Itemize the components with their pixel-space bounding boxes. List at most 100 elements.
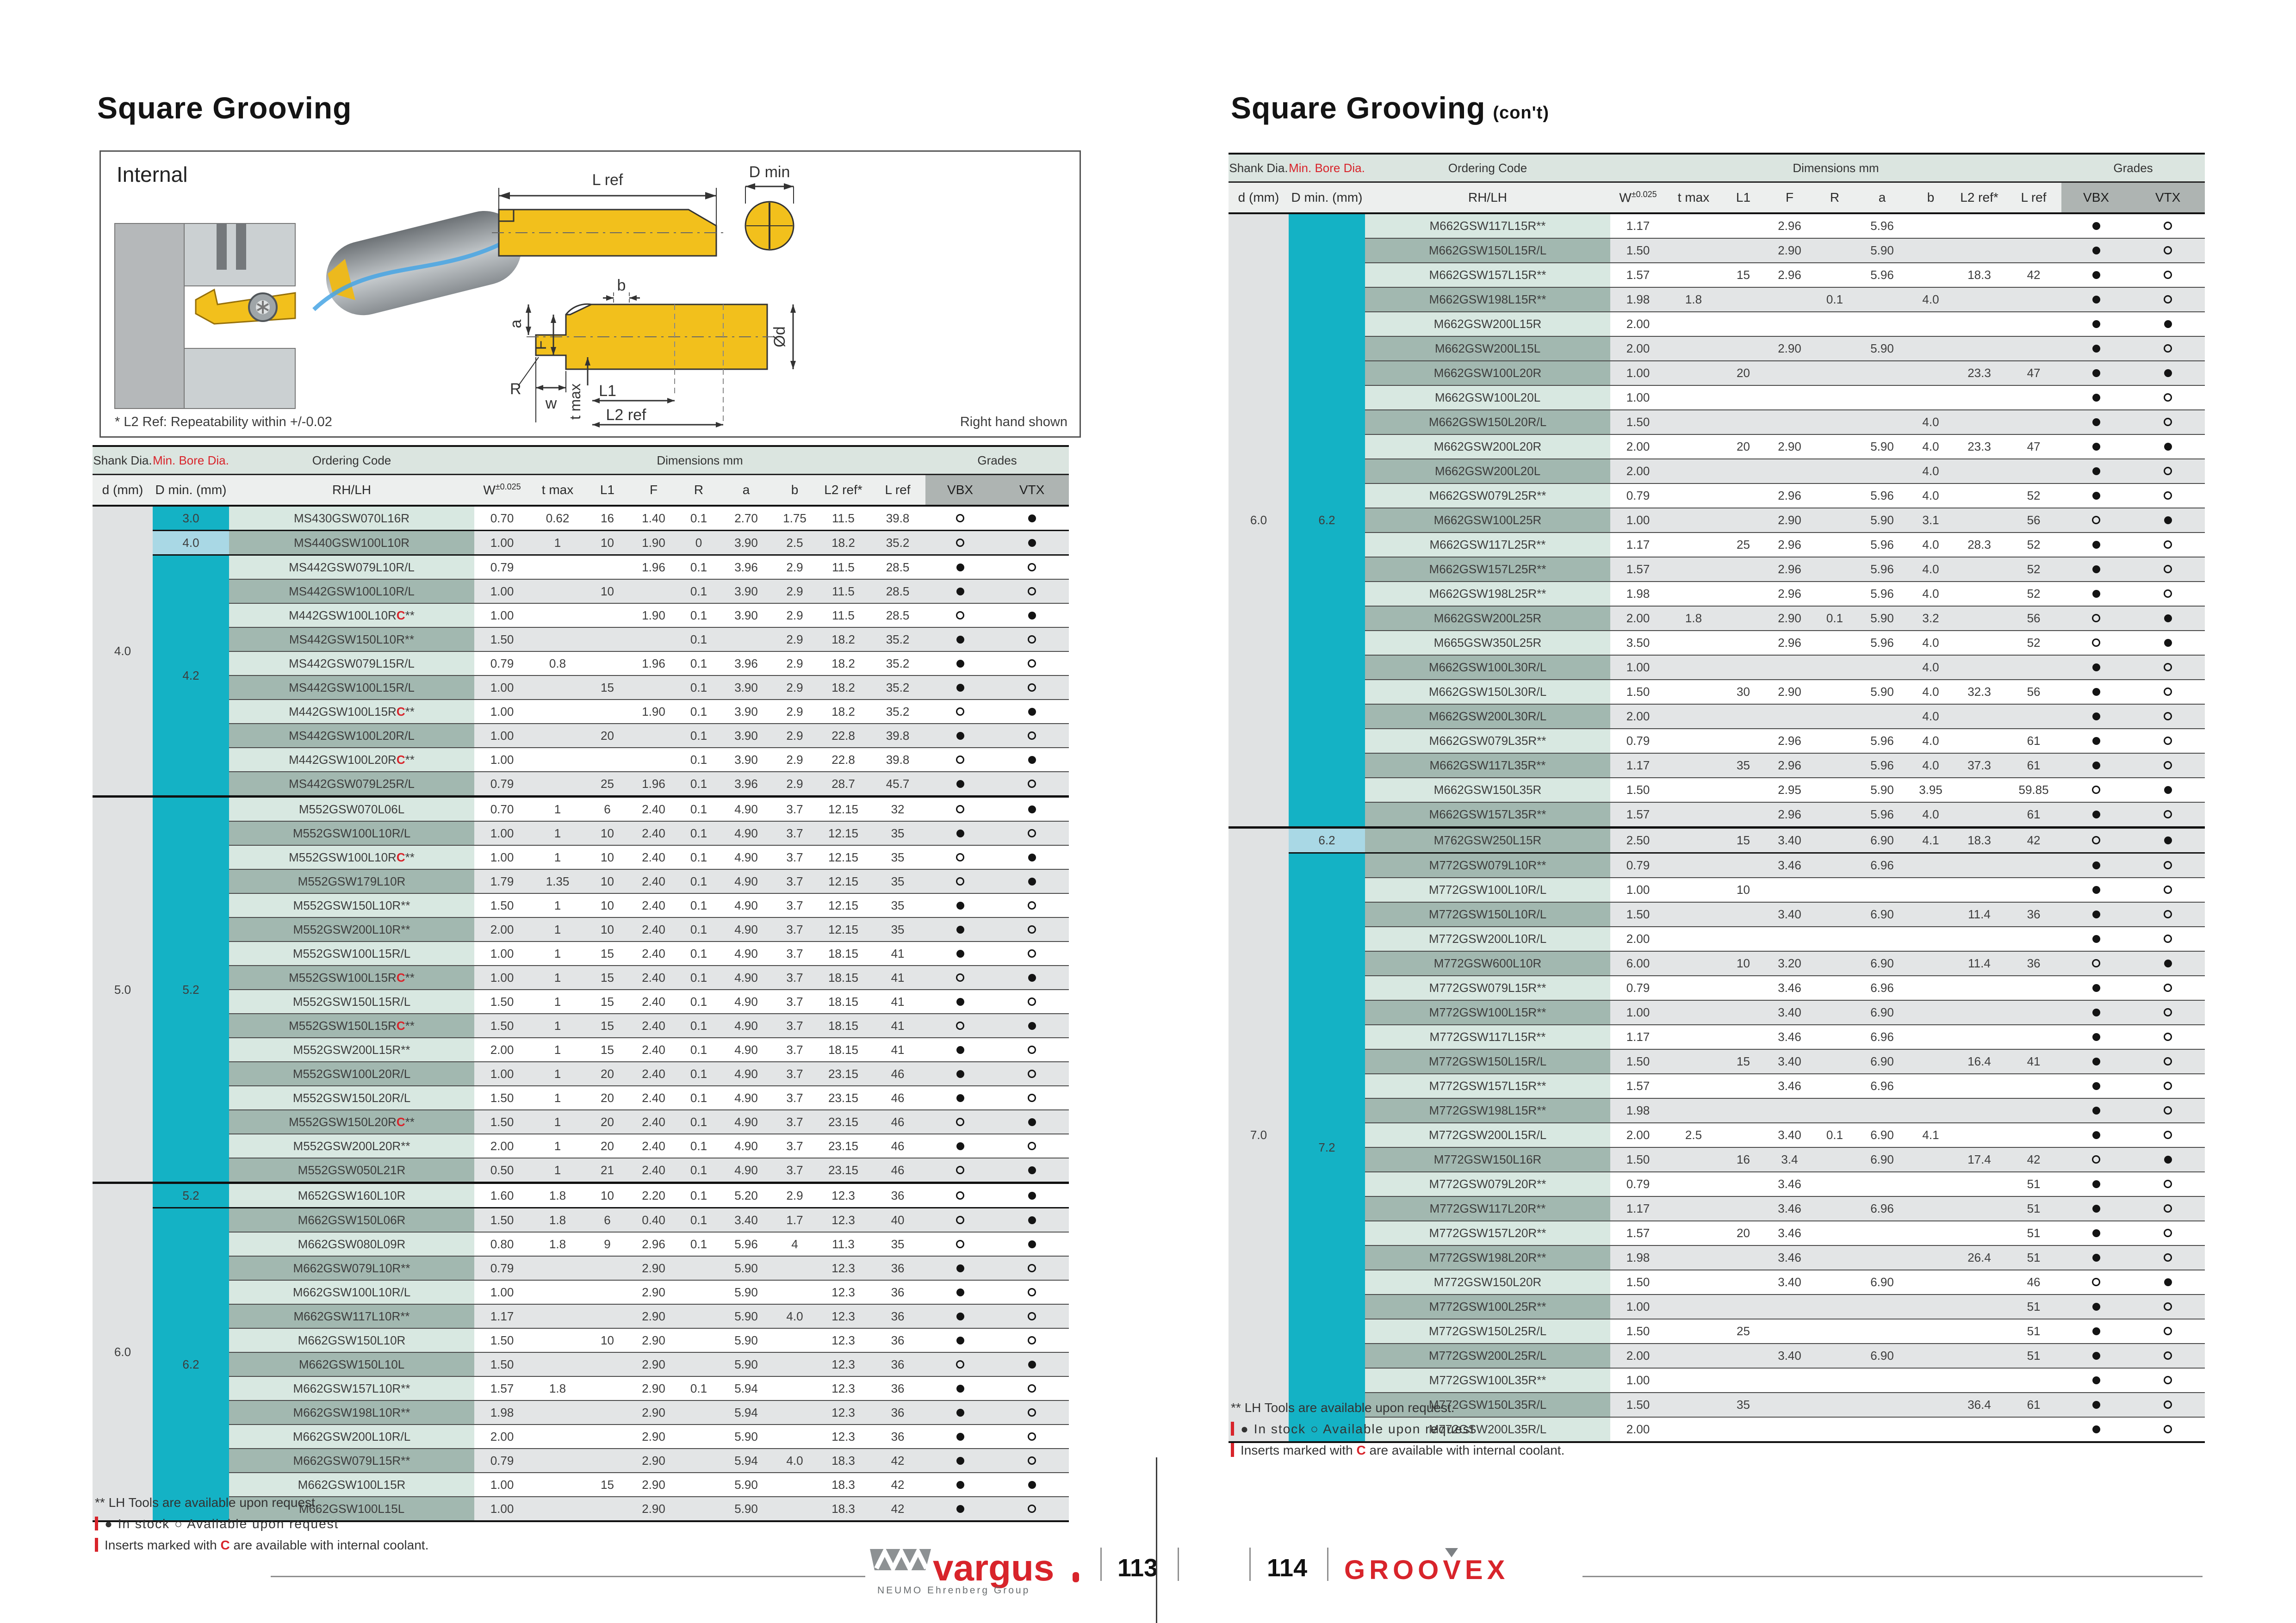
dim-cell: 20 — [1721, 434, 1765, 459]
dim-cell: 1.98 — [1610, 582, 1666, 607]
footer-divider — [1178, 1548, 1179, 1581]
dim-cell: 0.1 — [678, 627, 720, 652]
dim-cell — [1666, 655, 1721, 680]
dim-cell — [1721, 557, 1765, 582]
ordering-code-cell: M772GSW150L20R — [1365, 1270, 1610, 1295]
dim-cell: 3.90 — [720, 675, 773, 700]
available-dot — [2164, 565, 2172, 573]
dim-cell: 4.90 — [720, 1062, 773, 1086]
dim-cell — [1909, 878, 1953, 903]
ordering-code-cell: M552GSW100L20R/L — [229, 1062, 474, 1086]
in-stock-dot — [2164, 443, 2172, 451]
ordering-code-cell: M772GSW200L25R/L — [1365, 1344, 1610, 1369]
table-row: M552GSW150L20RC** 1.50 1 20 2.40 0.1 4.90 3.7 23… — [93, 1110, 1069, 1134]
table-row: M662GSW200L30R/L 2.00 4.0 — [1229, 704, 2205, 729]
dim-cell: 4 — [773, 1232, 817, 1257]
available-dot — [2164, 1180, 2172, 1188]
ordering-code-cell: MS442GSW079L15R/L — [229, 651, 474, 676]
dim-cell — [1666, 434, 1721, 459]
in-stock-dot — [1028, 853, 1036, 861]
grade-cell — [995, 990, 1069, 1014]
dim-cell: 4.90 — [720, 795, 773, 822]
dim-cell — [585, 1352, 629, 1377]
ordering-code-cell: M662GSW200L25R — [1365, 606, 1610, 631]
dim-cell — [1953, 385, 2006, 410]
dim-cell: 1.50 — [474, 1086, 530, 1110]
available-dot — [956, 1360, 965, 1369]
dim-cell — [1953, 852, 2006, 878]
available-dot — [2164, 1425, 2172, 1433]
dim-cell: 1.50 — [1610, 680, 1666, 705]
dim-cell — [1909, 361, 1953, 386]
grade-cell — [2061, 606, 2131, 631]
dim-cell — [773, 1425, 817, 1449]
dim-cell: 1.00 — [474, 966, 530, 990]
dim-cell: 1.00 — [1610, 655, 1666, 680]
dim-cell: 35 — [870, 893, 926, 918]
dim-cell: 1.50 — [474, 1207, 530, 1233]
dim-cell — [1953, 1000, 2006, 1025]
table-row: M662GSW100L20R 1.00 20 23.3 47 — [1229, 361, 2205, 386]
in-stock-dot — [2164, 786, 2172, 794]
dim-cell: 4.0 — [1909, 434, 1953, 459]
dim-cell: 47 — [2006, 361, 2062, 386]
dim-cell — [1666, 778, 1721, 803]
ordering-code-cell: M552GSW179L10R — [229, 869, 474, 894]
available-dot — [2164, 1400, 2172, 1409]
dim-cell — [1666, 213, 1721, 239]
dim-cell — [1909, 1172, 1953, 1197]
dim-cell — [773, 1473, 817, 1497]
grade-cell — [2061, 385, 2131, 410]
dim-cell: 6.96 — [1855, 1074, 1909, 1099]
dim-cell: 35 — [870, 821, 926, 846]
dim-cell: 23.15 — [817, 1086, 870, 1110]
dim-cell — [585, 1280, 629, 1305]
table-row: M772GSW117L20R** 1.17 3.46 6.96 51 — [1229, 1196, 2205, 1221]
in-stock-dot — [956, 1481, 964, 1489]
in-stock-dot — [956, 1432, 964, 1441]
grade-cell — [2131, 434, 2205, 459]
ordering-code-cell: M662GSW100L15R — [229, 1473, 474, 1497]
table-row: M442GSW100L10RC** 1.00 1.90 0.1 3.90 2.9 11.5 2… — [93, 603, 1069, 628]
dim-cell: 5.96 — [1855, 483, 1909, 508]
dim-cell — [1855, 287, 1909, 312]
dim-cell — [1855, 1417, 1909, 1443]
dim-cell — [1814, 1147, 1855, 1172]
dim-cell: 5.94 — [720, 1400, 773, 1425]
dim-cell: 1.57 — [1610, 1074, 1666, 1099]
table-row: M662GSW150L15R/L 1.50 2.90 5.90 — [1229, 238, 2205, 263]
dim-cell: 0.8 — [530, 651, 585, 676]
dim-cell — [1666, 336, 1721, 361]
ordering-code-cell: M552GSW150L15R/L — [229, 990, 474, 1014]
grade-cell — [2131, 459, 2205, 484]
dim-cell: 2.90 — [629, 1376, 678, 1401]
table-row: M552GSW100L20R/L 1.00 1 20 2.40 0.1 4.90 3.7 23.… — [93, 1062, 1069, 1086]
dim-cell: 0.1 — [678, 603, 720, 628]
dim-cell: 1 — [530, 1134, 585, 1158]
internal-tool-diagram: Internal — [99, 150, 1081, 438]
ordering-code-cell: M772GSW117L15R** — [1365, 1025, 1610, 1050]
grade-cell — [2131, 336, 2205, 361]
ordering-code-cell: M772GSW079L15R** — [1365, 976, 1610, 1001]
dim-cell: 2.40 — [629, 893, 678, 918]
dim-cell: 20 — [585, 1062, 629, 1086]
dim-cell — [1814, 1221, 1855, 1246]
grade-cell — [2061, 1172, 2131, 1197]
workpiece-cross-section — [114, 223, 296, 409]
dim-cell: 2.9 — [773, 675, 817, 700]
dim-cell: 3.2 — [1909, 606, 1953, 631]
dim-cell — [1721, 385, 1765, 410]
dim-cell — [585, 1400, 629, 1425]
dim-cell: 0.79 — [1610, 483, 1666, 508]
dim-cell — [1721, 655, 1765, 680]
dim-cell: 15 — [585, 1014, 629, 1038]
dim-cell — [1721, 1270, 1765, 1295]
dim-cell — [1953, 1270, 2006, 1295]
dim-cell — [1953, 704, 2006, 729]
in-stock-dot — [956, 901, 964, 910]
table-row: MS442GSW100L10R/L 1.00 10 0.1 3.90 2.9 11.5 28.… — [93, 579, 1069, 604]
available-dot — [956, 1191, 965, 1200]
dim-cell: 39.8 — [870, 506, 926, 531]
table-row: M662GSW157L15R** 1.57 15 2.96 5.96 18.3 42 — [1229, 263, 2205, 288]
